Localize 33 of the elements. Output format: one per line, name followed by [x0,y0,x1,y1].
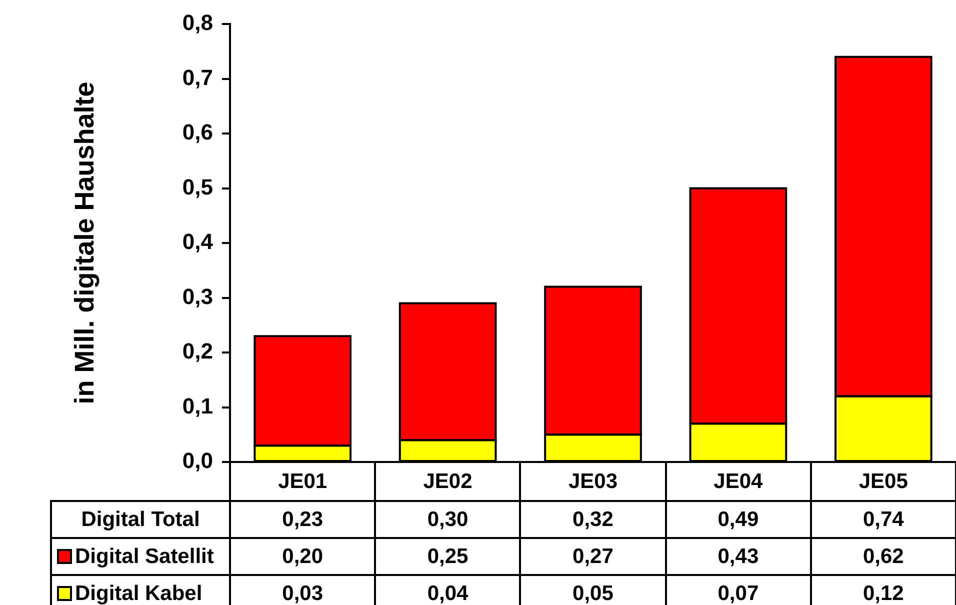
y-tick-label: 0,2 [182,338,213,364]
y-tick-label: 0,0 [182,448,213,474]
y-tick-label: 0,4 [182,229,214,254]
total-label: 0,32 [572,508,614,532]
legend-label: Digital Kabel [75,582,202,605]
data-label: 0,20 [282,544,324,568]
data-label: 0,43 [718,544,759,568]
data-label: 0,05 [572,582,614,605]
data-label: 0,25 [427,544,468,568]
y-tick-label: 0,5 [182,174,213,200]
data-label: 0,03 [282,582,324,605]
x-tick-label: JE01 [278,470,328,494]
y-tick-label: 0,1 [182,393,213,418]
y-axis-title: in Mill. digitale Haushalte [70,82,100,404]
total-label: 0,23 [282,508,324,532]
y-tick-label: 0,3 [182,284,213,309]
text: Digital Total [81,508,200,532]
data-label: 0,12 [862,582,904,605]
data-label: 0,07 [718,582,759,605]
x-tick-label: JE05 [858,470,908,494]
data-label: 0,27 [572,544,614,568]
total-label: 0,74 [862,508,904,532]
y-tick-label: 0,6 [182,120,213,145]
data-label: 0,62 [862,544,904,568]
total-label: 0,30 [427,508,468,532]
y-tick-label: 0,7 [182,64,213,90]
x-tick-label: JE04 [714,470,763,494]
y-tick-label: 0,8 [182,10,213,36]
x-tick-label: JE02 [423,470,472,494]
legend-label: Digital Satellit [75,544,214,568]
total-label: 0,49 [718,508,759,532]
x-tick-label: JE03 [568,470,618,494]
data-label: 0,04 [427,582,468,605]
